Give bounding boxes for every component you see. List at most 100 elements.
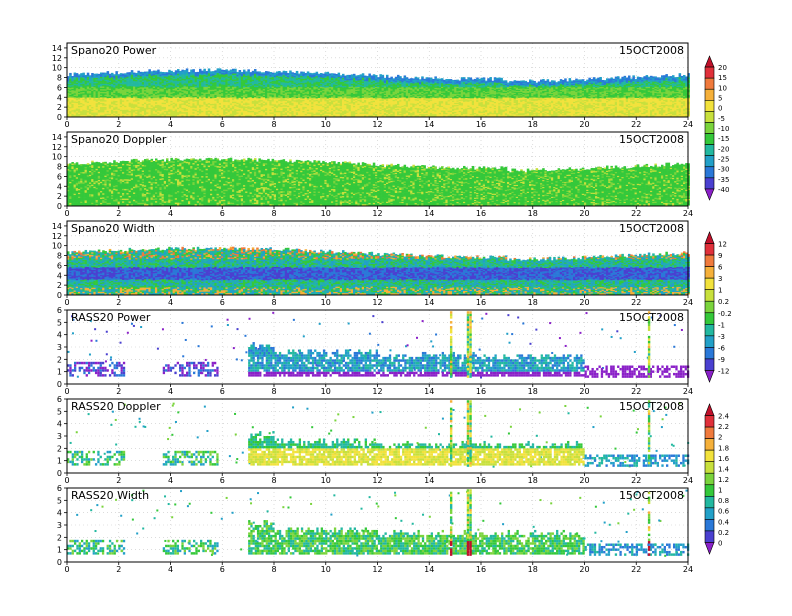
heat-cell bbox=[278, 71, 281, 73]
heat-cell bbox=[129, 72, 132, 74]
heat-cell bbox=[305, 73, 308, 75]
heat-cell bbox=[225, 69, 228, 71]
heat-cell bbox=[89, 75, 92, 77]
heat-cell bbox=[162, 72, 165, 74]
heat-cell bbox=[208, 68, 211, 70]
heat-cell bbox=[280, 72, 283, 74]
heat-cell bbox=[294, 73, 297, 75]
heat-cell bbox=[291, 72, 294, 74]
heat-cell bbox=[362, 73, 365, 75]
heat-cell bbox=[214, 70, 217, 72]
heat-cell bbox=[316, 72, 319, 74]
heat-cell bbox=[243, 70, 246, 72]
heat-cell bbox=[181, 70, 184, 72]
heat-cell bbox=[170, 71, 173, 73]
heat-cell bbox=[250, 72, 253, 74]
heat-cell bbox=[219, 68, 222, 70]
heat-cell bbox=[346, 75, 349, 77]
heat-cell bbox=[311, 73, 314, 75]
heat-cell bbox=[140, 72, 143, 74]
heat-cell bbox=[234, 69, 237, 71]
heat-cell bbox=[206, 71, 209, 73]
heat-cell bbox=[239, 70, 242, 72]
heat-cell bbox=[324, 72, 327, 74]
heat-cell bbox=[395, 77, 398, 79]
heat-cell bbox=[390, 77, 393, 79]
heat-cell bbox=[318, 74, 321, 76]
heat-cell bbox=[223, 70, 226, 72]
heat-cell bbox=[245, 71, 248, 73]
heat-cell bbox=[351, 74, 354, 76]
heat-cell bbox=[285, 71, 288, 73]
heat-cell bbox=[364, 76, 367, 78]
heat-cell bbox=[85, 75, 88, 77]
heat-cell bbox=[203, 69, 206, 71]
heat-cell bbox=[287, 73, 290, 75]
heat-cell bbox=[274, 73, 277, 75]
heat-cell bbox=[309, 73, 312, 75]
heat-cell bbox=[263, 72, 266, 74]
heat-cell bbox=[120, 73, 123, 75]
heat-cell bbox=[397, 75, 400, 77]
heat-cell bbox=[382, 75, 385, 77]
heat-cell bbox=[265, 71, 268, 73]
heat-cell bbox=[371, 75, 374, 77]
heat-cell bbox=[276, 71, 279, 73]
heat-cell bbox=[100, 73, 103, 75]
heat-cell bbox=[166, 72, 169, 74]
heat-cell bbox=[175, 70, 178, 72]
heat-cell bbox=[173, 72, 176, 74]
heat-cell bbox=[118, 74, 121, 76]
heat-cell bbox=[159, 72, 162, 74]
heat-cell bbox=[232, 69, 235, 71]
heat-cell bbox=[247, 69, 250, 71]
heat-cell bbox=[399, 76, 402, 78]
heat-cell bbox=[267, 71, 270, 73]
heat-cell bbox=[179, 71, 182, 73]
heat-cell bbox=[355, 75, 358, 77]
heat-cell bbox=[190, 70, 193, 72]
heat-cell bbox=[221, 70, 224, 72]
heat-cell bbox=[298, 74, 301, 76]
heat-cell bbox=[104, 73, 107, 75]
heat-cell bbox=[199, 69, 202, 71]
heat-cell bbox=[98, 74, 101, 76]
heat-cell bbox=[201, 71, 204, 73]
heat-cell bbox=[115, 71, 118, 73]
heat-cell bbox=[272, 73, 275, 75]
heat-cell bbox=[186, 68, 189, 70]
heat-cell bbox=[340, 75, 343, 77]
heat-cell bbox=[335, 74, 338, 76]
heat-cell bbox=[406, 77, 409, 79]
heat-cell bbox=[256, 71, 259, 73]
heat-cell bbox=[164, 72, 167, 74]
heat-cell bbox=[122, 73, 125, 75]
heat-cell bbox=[113, 74, 116, 76]
heat-cell bbox=[320, 73, 323, 75]
heat-cell bbox=[258, 71, 261, 73]
heat-cell bbox=[157, 70, 160, 72]
heat-cell bbox=[379, 74, 382, 76]
heat-cell bbox=[322, 74, 325, 76]
heat-cell bbox=[384, 78, 387, 80]
heat-cell bbox=[368, 74, 371, 76]
heat-cell bbox=[71, 76, 74, 78]
heat-cell bbox=[289, 70, 292, 72]
heat-cell bbox=[197, 72, 200, 74]
heat-cell bbox=[126, 72, 128, 74]
heat-cell bbox=[388, 78, 391, 80]
heat-cell bbox=[393, 78, 396, 79]
heat-cell bbox=[148, 69, 151, 71]
heat-cell bbox=[300, 72, 303, 74]
heat-cell bbox=[338, 73, 341, 75]
heat-cell bbox=[386, 75, 389, 77]
heat-cell bbox=[74, 73, 77, 75]
heat-cell bbox=[331, 73, 334, 75]
heat-cell bbox=[269, 72, 272, 74]
heat-cell bbox=[254, 69, 257, 71]
heat-cell bbox=[135, 73, 138, 75]
heat-cell bbox=[184, 70, 187, 72]
heat-cell bbox=[357, 75, 360, 77]
